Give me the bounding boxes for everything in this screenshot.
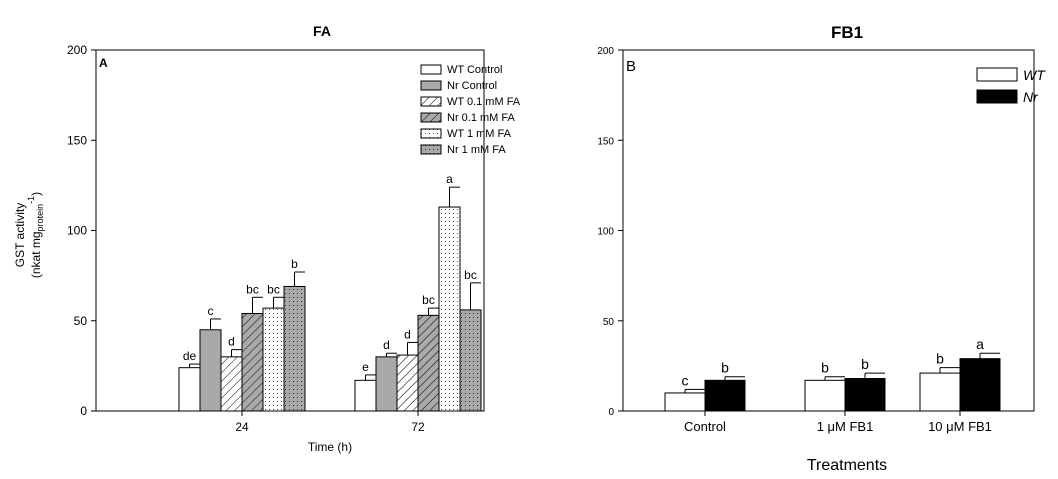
sig-letter-0-4-1: a [446,172,453,186]
legend-swatch-0-3 [420,112,442,123]
legend-swatch-1-1 [976,89,1018,104]
sig-letter-0-2-1: d [404,327,411,341]
y-tick-label-0-150: 150 [67,133,87,147]
panel-b-label: B [626,58,636,75]
sig-letter-0-5-1: bc [464,268,477,282]
panel-a-ylabel-sub: protein [35,204,45,232]
sig-letter-1-0-2: b [936,351,944,367]
y-tick-label-0-100: 100 [67,224,87,238]
panel-b-xlabel: Treatments [807,457,887,474]
x-tick-label-1-0: Control [684,419,726,434]
x-tick-label-1-1: 1 μM FB1 [817,419,874,434]
legend-label-0-3: Nr 0.1 mM FA [447,112,516,124]
bar-0-5-0 [283,285,306,412]
bar-0-3-1 [417,314,440,412]
sig-letter-0-5-0: b [291,257,298,271]
x-tick-label-1-2: 10 μM FB1 [928,419,992,434]
bar-0-1-1 [375,356,398,412]
x-tick-label-0-1: 72 [411,420,425,434]
panel-a-ylabel: GST activity (nkat mgprotein-1) [13,192,45,278]
legend-label-1-0: WT [1023,67,1046,83]
legend-swatch-0-2 [420,96,442,107]
sig-letter-1-0-1: b [821,360,829,376]
x-tick-label-0-0: 24 [235,420,249,434]
bar-0-3-0 [241,313,264,412]
y-tick-label-1-150: 150 [597,136,614,147]
bar-1-0-0 [664,392,706,412]
legend-swatch-0-5 [420,144,442,155]
bar-1-1-2 [959,358,1001,412]
legend-swatch-1-0 [976,67,1018,82]
legend-label-0-2: WT 0.1 mM FA [447,96,521,108]
bar-1-0-2 [919,372,961,412]
legend-swatch-0-1 [420,80,442,91]
bar-0-0-1 [354,379,377,412]
sig-letter-1-0-0: c [682,372,689,388]
sig-letter-0-4-0: bc [267,282,280,296]
panel-a-label: A [99,56,108,70]
y-tick-label-1-0: 0 [608,407,614,418]
sig-letter-0-0-1: e [362,360,369,374]
panel-a-title: FA [313,23,331,39]
y-tick-label-0-50: 50 [74,314,88,328]
sig-letter-0-1-1: d [383,338,390,352]
y-tick-label-1-100: 100 [597,227,614,238]
panel-a-ylabel-line2: (nkat mgprotein-1) [26,192,45,278]
panel-a-ylabel-sup: -1 [26,196,36,204]
sig-letter-1-1-0: b [721,360,729,376]
panel-a-xlabel: Time (h) [308,440,352,454]
plot-frame-1 [622,49,1035,412]
y-tick-label-0-200: 200 [67,43,87,57]
bar-0-1-0 [199,329,222,412]
y-tick-label-1-50: 50 [603,317,615,328]
bar-0-0-0 [178,367,201,412]
bar-0-5-1 [459,309,482,412]
sig-letter-0-3-0: bc [246,282,259,296]
panel-a-ylabel-close: ) [29,192,43,196]
sig-letter-1-1-2: a [976,336,984,352]
legend-label-0-5: Nr 1 mM FA [447,144,506,156]
legend-label-0-0: WT Control [447,64,502,76]
bar-0-2-1 [396,354,419,412]
sig-letter-1-1-1: b [861,356,869,372]
bar-1-0-1 [804,379,846,412]
sig-letter-0-0-0: de [183,349,197,363]
legend-swatch-0-4 [420,128,442,139]
sig-letter-0-2-0: d [228,335,235,349]
y-tick-label-1-200: 200 [597,46,614,57]
bar-1-1-0 [704,379,746,412]
legend-swatch-0-0 [420,64,442,75]
y-tick-label-0-0: 0 [80,404,87,418]
sig-letter-0-1-0: c [208,304,214,318]
legend-label-0-4: WT 1 mM FA [447,128,512,140]
bar-1-1-1 [844,378,886,412]
panel-a-ylabel-line1: GST activity [13,203,27,267]
panel-a-ylabel-unit: (nkat mg [29,231,43,278]
panel-b-title: FB1 [831,23,863,42]
bar-0-2-0 [220,356,243,412]
legend-label-0-1: Nr Control [447,80,497,92]
legend-label-1-1: Nr [1023,89,1039,105]
bar-0-4-1 [438,206,461,412]
bar-0-4-0 [262,307,285,412]
sig-letter-0-3-1: bc [422,293,435,307]
